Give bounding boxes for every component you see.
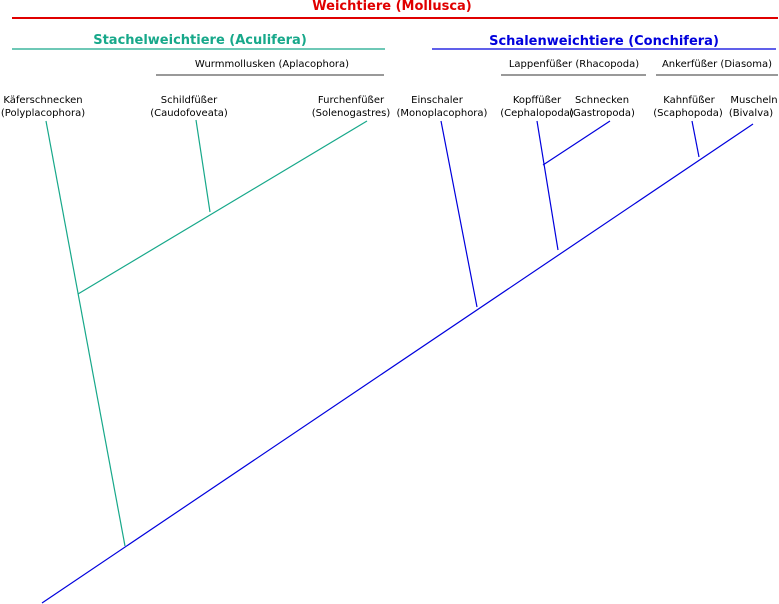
- branch: [77, 120, 368, 295]
- subgroup-label: Wurmmollusken (Aplacophora): [195, 59, 349, 70]
- branch: [45, 120, 126, 547]
- branch: [41, 123, 754, 604]
- taxon-latin: (Caudofoveata): [150, 108, 228, 119]
- taxon-latin: (Solenogastres): [312, 108, 391, 119]
- taxon-latin: (Gastropoda): [569, 108, 635, 119]
- group-label: Schalenweichtiere (Conchifera): [489, 34, 719, 49]
- branch: [691, 120, 700, 158]
- taxon-name: Schnecken: [575, 95, 629, 106]
- taxon-name: Käferschnecken: [3, 95, 82, 106]
- branch: [536, 120, 559, 251]
- taxon-name: Muscheln: [730, 95, 777, 106]
- branch: [440, 120, 478, 308]
- conchifera-branches: [41, 120, 754, 604]
- subgroup-label: Ankerfüßer (Diasoma): [662, 59, 772, 70]
- taxon-name: Kahnfüßer: [663, 95, 715, 106]
- aculifera-branches: [45, 119, 368, 547]
- subgroup-label: Lappenfüßer (Rhacopoda): [509, 59, 639, 70]
- taxon-latin: (Cephalopoda): [500, 108, 574, 119]
- taxon-latin: (Bivalva): [729, 108, 773, 119]
- branch: [542, 120, 611, 166]
- taxon-name: Einschaler: [411, 95, 464, 106]
- taxon-latin: (Polyplacophora): [1, 108, 85, 119]
- taxa: Käferschnecken (Polyplacophora) Schildfü…: [1, 95, 778, 119]
- branch: [195, 119, 211, 213]
- taxon-latin: (Monoplacophora): [397, 108, 488, 119]
- group-label: Stachelweichtiere (Aculifera): [93, 33, 307, 48]
- taxon-latin: (Scaphopoda): [653, 108, 723, 119]
- taxon-name: Schildfüßer: [161, 95, 218, 106]
- taxon-name: Kopffüßer: [513, 95, 562, 106]
- title: Weichtiere (Mollusca): [312, 0, 472, 14]
- taxon-name: Furchenfüßer: [318, 95, 385, 106]
